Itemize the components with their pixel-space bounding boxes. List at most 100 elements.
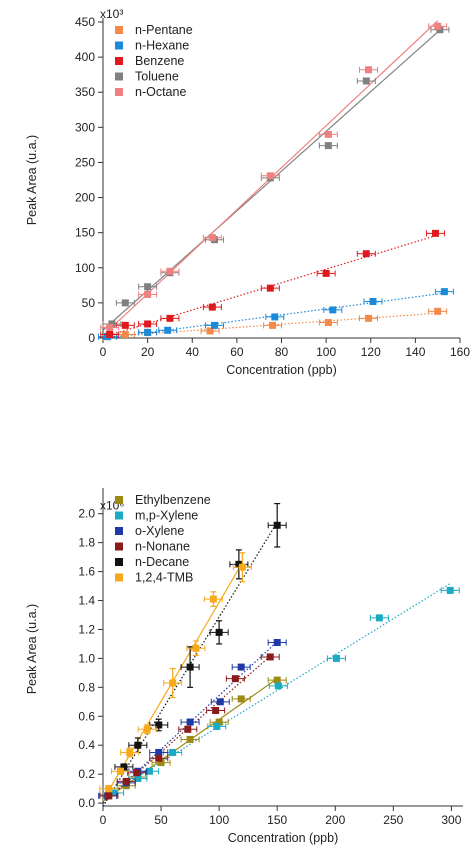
legend-label-benzene: Benzene [135,54,184,68]
legend-swatch-n-pentane [115,26,123,34]
data-point [237,663,245,671]
x-tick-label: 20 [141,345,155,359]
data-point [231,675,239,683]
data-point [186,663,194,671]
data-point [106,330,114,338]
y-tick-label: 250 [75,155,95,169]
fit-line-n-decane [102,522,278,807]
y-tick-label: 200 [75,191,95,205]
data-point [436,26,444,34]
data-point [215,628,223,636]
series-1-2-4-tmb [99,552,252,793]
data-point [365,314,373,322]
data-point [133,769,141,777]
data-point [206,327,214,335]
y-tick-label: 50 [82,296,96,310]
series-n-hexane [97,288,454,341]
y-tick-label: 0.6 [78,709,95,723]
y-axis-label: Peak Area (u.a.) [25,604,39,694]
legend-label-n-nonane: n-Nonane [135,540,190,554]
data-point [116,767,124,775]
x-tick-label: 140 [405,345,425,359]
chart-panel-1: 0 20 40 60 80 100 120 140 160 0 50 100 150 200 250 300 3… [25,7,470,377]
data-point [273,521,281,529]
series-benzene [100,229,445,338]
y-tick-label: 150 [75,226,95,240]
data-point [212,706,220,714]
data-point [134,741,142,749]
y-tick-label: 0.8 [78,680,95,694]
data-point [192,644,200,652]
x-tick-label: 60 [230,345,244,359]
data-point [431,229,439,237]
fit-line-o-xylene [102,641,278,804]
data-point [143,725,151,733]
data-point [157,759,165,767]
legend-label-n-hexane: n-Hexane [135,39,189,53]
data-point [164,326,172,334]
x-tick-label: 120 [361,345,381,359]
data-point [166,314,174,322]
legend-label-o-xylene: o-Xylene [135,524,184,538]
data-point [105,792,113,800]
legend-swatch-toluene [115,72,123,81]
data-point [322,269,330,277]
y-tick-label: 1.6 [78,565,95,579]
legend-swatch-n-decane [115,558,123,566]
data-point [144,320,152,328]
data-point [434,22,442,30]
data-point [209,595,217,603]
y-axis-label: Peak Area (u.a.) [25,135,39,225]
x-tick-label: 80 [275,345,289,359]
y-tick-label: 0.4 [78,738,95,752]
y-tick-label: 1.8 [78,536,95,550]
series-n-nonane [99,653,280,800]
data-point [166,267,174,275]
x-tick-label: 100 [209,813,229,827]
data-point [215,718,223,726]
data-point [169,679,177,687]
y-multiplier-label: x10³ [100,7,123,21]
data-point [155,754,163,762]
data-point [271,313,279,321]
data-point [362,77,370,85]
y-tick-label: 0 [88,331,95,345]
data-point [216,698,224,706]
data-point [184,725,192,733]
x-axis-label: Concentration (ppb) [226,363,336,377]
data-point [106,323,114,331]
x-tick-label: 150 [267,813,287,827]
legend-label-ethylbenzene: Ethylbenzene [135,493,211,507]
x-tick-label: 250 [383,813,403,827]
y-tick-label: 1.2 [78,622,95,636]
y-tick-label: 450 [75,15,95,29]
data-point [111,789,119,797]
data-point [266,172,274,180]
data-point [169,748,177,756]
data-point [186,735,194,743]
series-n-octane [100,22,448,331]
data-point [324,130,332,138]
legend-swatch-n-hexane [115,41,123,50]
y-tick-label: 400 [75,50,95,64]
data-point [145,767,153,775]
data-point [121,321,129,329]
series-n-decane [114,502,287,771]
data-point [238,563,246,571]
data-point [144,283,152,291]
data-point [273,676,281,684]
legend-label-n-octane: n-Octane [135,85,186,99]
y-tick-label: 0.2 [78,767,95,781]
data-point [213,722,221,730]
data-point [269,321,277,329]
data-point [375,614,383,622]
data-point [434,307,442,315]
data-point [126,748,134,756]
data-point [211,321,219,329]
x-tick-label: 100 [316,345,336,359]
x-tick-label: 200 [325,813,345,827]
data-point [108,320,116,328]
data-point [155,721,163,729]
legend-swatch-m-p-xylene [115,511,123,520]
